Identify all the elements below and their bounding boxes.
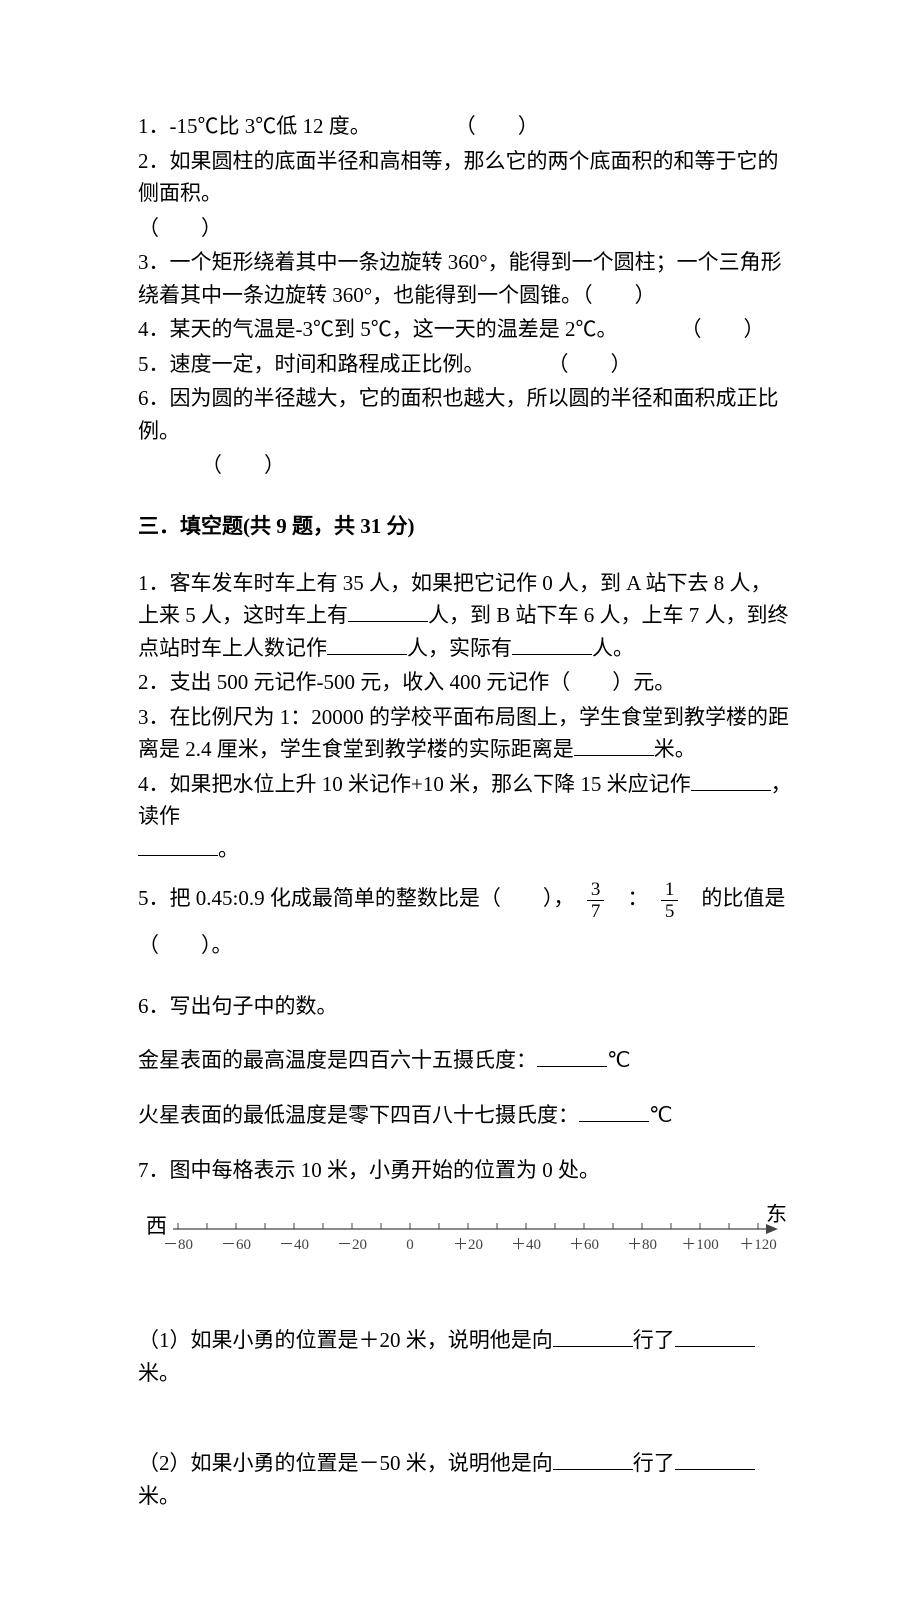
fill-q7-title: 7．图中每格表示 10 米，小勇开始的位置为 0 处。	[138, 1154, 792, 1187]
fill-q5-pre: 5．把 0.45:0.9 化成最简单的整数比是（	[138, 886, 501, 910]
tf-q6-text: 6．因为圆的半径越大，它的面积也越大，所以圆的半径和面积成正比例。	[138, 386, 779, 443]
tf-q4-paren: （ ）	[607, 317, 765, 341]
blank	[553, 1448, 633, 1470]
svg-text:＋20: ＋20	[453, 1237, 483, 1253]
document-page: 1．-15℃比 3℃低 12 度。 （ ） 2．如果圆柱的底面半径和高相等，那么…	[0, 0, 920, 1614]
blank	[138, 834, 218, 856]
tf-q1-text: 1．-15℃比 3℃低 12 度。	[138, 114, 360, 138]
fill-q2-pre: 2．支出 500 元记作-500 元，收入 400 元记作（	[138, 670, 570, 694]
svg-text:－20: －20	[337, 1237, 367, 1253]
fill-q1-mid2: 人，实际有	[407, 636, 512, 660]
fill-q7-sub2-tail: 米。	[138, 1484, 180, 1508]
tf-q3: 3．一个矩形绕着其中一条边旋转 360°，能得到一个圆柱；一个三角形绕着其中一条…	[138, 246, 792, 311]
fill-q7-sub1-tail: 米。	[138, 1361, 180, 1385]
blank	[675, 1448, 755, 1470]
svg-text:0: 0	[406, 1237, 414, 1253]
tf-q6-paren-line: （ ）	[138, 449, 792, 482]
fill-q6-line1-unit: ℃	[607, 1048, 631, 1072]
svg-text:－80: －80	[163, 1237, 193, 1253]
svg-text:－60: －60	[221, 1237, 251, 1253]
fill-q7-sub1: （1）如果小勇的位置是＋20 米，说明他是向 行了米。	[138, 1324, 792, 1389]
blank	[579, 1100, 649, 1122]
tf-q2-paren: （ ）	[138, 216, 222, 240]
fill-q1: 1．客车发车时车上有 35 人，如果把它记作 0 人，到 A 站下去 8 人，上…	[138, 567, 792, 665]
svg-text:＋100: ＋100	[681, 1237, 719, 1253]
blank	[574, 734, 654, 756]
svg-text:＋80: ＋80	[627, 1237, 657, 1253]
tf-q6: 6．因为圆的半径越大，它的面积也越大，所以圆的半径和面积成正比例。	[138, 382, 792, 447]
tf-q4-text: 4．某天的气温是-3℃到 5℃，这一天的温差是 2℃。	[138, 317, 607, 341]
svg-text:西: 西	[146, 1214, 167, 1238]
fraction-3-7: 37	[585, 880, 607, 921]
fill-q5-paren2: （ ）。	[138, 933, 233, 957]
blank	[675, 1325, 755, 1347]
fill-q2-post: ）元。	[612, 670, 675, 694]
fill-q7-sub2-pre: （2）如果小勇的位置是－50 米，说明他是向	[138, 1451, 553, 1475]
svg-text:＋60: ＋60	[569, 1237, 599, 1253]
tf-q1-paren: （ ）	[360, 114, 539, 138]
fill-q3: 3．在比例尺为 1：20000 的学校平面布局图上，学生食堂到教学楼的距离是 2…	[138, 701, 792, 766]
fraction-1-5: 15	[659, 880, 681, 921]
fill-q1-tail: 人。	[592, 636, 634, 660]
tf-q5-text: 5．速度一定，时间和路程成正比例。	[138, 352, 474, 376]
fill-q7-sub2-mid: 行了	[633, 1451, 675, 1475]
fill-q4-tail: 。	[218, 837, 239, 861]
numberline-svg: 西 东 －80 －60 －40 －20 0 ＋20 ＋40 ＋60 ＋80 ＋100 ＋120	[138, 1204, 788, 1274]
fill-q5-mid: ），	[543, 886, 585, 910]
blank	[348, 600, 428, 622]
fill-q6-line2: 火星表面的最低温度是零下四百八十七摄氏度： ℃	[138, 1099, 792, 1132]
blank	[691, 769, 771, 791]
tf-q5-paren: （ ）	[474, 352, 632, 376]
fill-q6-line1-pre: 金星表面的最高温度是四百六十五摄氏度：	[138, 1048, 537, 1072]
tf-q4: 4．某天的气温是-3℃到 5℃，这一天的温差是 2℃。 （ ）	[138, 313, 792, 346]
fill-q5: 5．把 0.45:0.9 化成最简单的整数比是（ ）， 37 ： 15 的比值是…	[138, 875, 792, 967]
svg-text:＋40: ＋40	[511, 1237, 541, 1253]
section-3-heading: 三．填空题(共 9 题，共 31 分)	[138, 510, 792, 543]
tf-q6-paren: （ ）	[201, 453, 285, 477]
fill-q3-post: 米。	[654, 737, 696, 761]
blank	[327, 633, 407, 655]
svg-text:－40: －40	[279, 1237, 309, 1253]
tf-q5: 5．速度一定，时间和路程成正比例。 （ ）	[138, 348, 792, 381]
fill-q6-line1: 金星表面的最高温度是四百六十五摄氏度： ℃	[138, 1044, 792, 1077]
fill-q7-sub1-mid: 行了	[633, 1328, 675, 1352]
fill-q6-line2-unit: ℃	[649, 1103, 673, 1127]
fill-q2: 2．支出 500 元记作-500 元，收入 400 元记作（ ）元。	[138, 666, 792, 699]
fill-q7-sub2: （2）如果小勇的位置是－50 米，说明他是向 行了米。	[138, 1447, 792, 1512]
tf-q1: 1．-15℃比 3℃低 12 度。 （ ）	[138, 110, 792, 143]
fill-q4-pre: 4．如果把水位上升 10 米记作+10 米，那么下降 15 米应记作	[138, 772, 691, 796]
svg-text:＋120: ＋120	[739, 1237, 777, 1253]
fill-q2-space	[570, 670, 612, 694]
numberline-figure: 西 东 －80 －60 －40 －20 0 ＋20 ＋40 ＋60 ＋80 ＋100 ＋120	[138, 1204, 792, 1274]
fill-q7-sub1-pre: （1）如果小勇的位置是＋20 米，说明他是向	[138, 1328, 553, 1352]
tf-q3-paren: （ ）	[582, 283, 656, 307]
fill-q6-line2-pre: 火星表面的最低温度是零下四百八十七摄氏度：	[138, 1103, 579, 1127]
fill-q6-title: 6．写出句子中的数。	[138, 990, 792, 1023]
tf-q2-text: 2．如果圆柱的底面半径和高相等，那么它的两个底面积的和等于它的侧面积。	[138, 149, 779, 206]
fill-q4: 4．如果把水位上升 10 米记作+10 米，那么下降 15 米应记作，读作。	[138, 768, 792, 866]
blank	[553, 1325, 633, 1347]
svg-text:东: 东	[766, 1204, 787, 1226]
tf-q2-paren-line: （ ）	[138, 212, 792, 245]
tf-q2: 2．如果圆柱的底面半径和高相等，那么它的两个底面积的和等于它的侧面积。	[138, 145, 792, 210]
blank	[537, 1045, 607, 1067]
fill-q5-post1: 的比值是	[680, 886, 785, 910]
fill-q5-colon: ：	[606, 886, 659, 910]
tf-q3-text: 3．一个矩形绕着其中一条边旋转 360°，能得到一个圆柱；一个三角形绕着其中一条…	[138, 250, 782, 307]
blank	[512, 633, 592, 655]
fill-q5-space	[501, 886, 543, 910]
